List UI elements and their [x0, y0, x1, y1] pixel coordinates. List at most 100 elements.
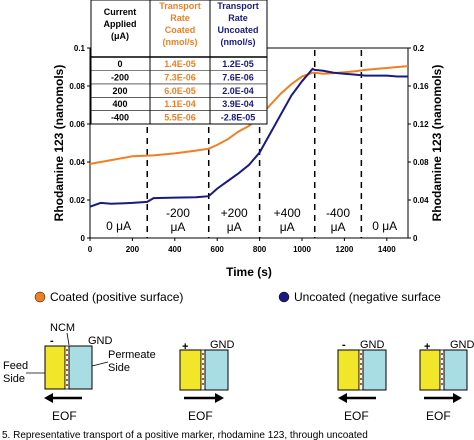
- y2-tick-label: 0.08: [413, 158, 429, 167]
- table-header-cell: Coated: [165, 25, 196, 35]
- membrane-charge-dot: [440, 362, 444, 366]
- y-tick-label: 0.06: [69, 120, 85, 129]
- eof-label: EOF: [344, 409, 369, 423]
- segment-current-label: -200: [166, 206, 190, 220]
- table-cell: 1.2E-05: [222, 59, 254, 69]
- membrane-charge-dot: [65, 353, 69, 357]
- table-header-cell: Transport: [159, 1, 201, 11]
- x-tick-label: 1200: [336, 245, 354, 254]
- y-tick-label: 0: [81, 234, 86, 243]
- table-cell: 1.4E-05: [164, 59, 196, 69]
- table-cell: 3.9E-04: [222, 99, 254, 109]
- y2-axis-ticks: 0 0.04 0.08 0.12 0.16 0.2: [408, 44, 429, 243]
- table-header-cell: (nmol/s): [221, 37, 256, 47]
- table-cell: 400: [112, 99, 127, 109]
- membrane-charge-dot: [65, 373, 69, 377]
- y2-axis-label: Rhodamine 123 (nanomols): [430, 65, 444, 222]
- x-tick-label: 1400: [378, 245, 396, 254]
- membrane-charge-dot: [65, 378, 69, 382]
- table-cell: 0: [117, 59, 122, 69]
- eof-diagrams: NCM - GND Feed Side Permeate Side EOF +: [3, 322, 474, 423]
- segment-current-label: +200: [221, 206, 248, 220]
- x-axis-ticks: 0 200 400 600 800 1000 1200 1400: [88, 238, 396, 254]
- x-tick-label: 600: [211, 245, 225, 254]
- segment-current-label: μA: [331, 220, 346, 234]
- membrane-charge-dot: [359, 362, 363, 366]
- legend-marker-coated: [34, 291, 46, 303]
- eof-label: EOF: [52, 409, 77, 423]
- membrane-charge-dot: [359, 367, 363, 371]
- permeate-pointer: [91, 361, 109, 367]
- y2-tick-label: 0.12: [413, 120, 429, 129]
- gnd-label: GND: [210, 339, 235, 351]
- x-tick-label: 400: [168, 245, 182, 254]
- diagram-panel-4: + GND EOF: [419, 339, 474, 423]
- table-cell: -400: [111, 113, 129, 123]
- y-tick-label: 0.1: [74, 44, 86, 53]
- membrane-charge-dot: [65, 368, 69, 372]
- membrane-charge-dot: [359, 352, 363, 356]
- electrode-sign: +: [182, 341, 188, 353]
- table-border: [90, 0, 268, 125]
- membrane-charge-dot: [201, 357, 205, 361]
- table-header-cell: Transport: [217, 1, 259, 11]
- permeate-chamber: [362, 349, 387, 391]
- table-header-cell: Rate: [228, 13, 248, 23]
- table-header-cell: Uncoated: [217, 25, 258, 35]
- table-cell: 2.0E-04: [222, 86, 254, 96]
- series-group: [89, 65, 409, 208]
- feed-chamber: [44, 345, 66, 390]
- table-header-cell: Rate: [170, 13, 190, 23]
- electrode-sign: +: [424, 341, 430, 353]
- table-header-cell: (μA): [111, 31, 129, 41]
- y-axis-ticks: 0 0.02 0.04 0.06 0.08 0.1: [69, 44, 90, 243]
- gnd-label: GND: [88, 335, 113, 347]
- membrane-charge-dot: [440, 367, 444, 371]
- series-line-coated: [89, 65, 409, 165]
- series-line-uncoated: [89, 67, 408, 208]
- table-header-cell: Current: [104, 7, 137, 17]
- membrane-charge-dot: [201, 352, 205, 356]
- x-tick-label: 200: [126, 245, 140, 254]
- membrane-ncm: [64, 345, 70, 390]
- membrane-charge-dot: [359, 377, 363, 381]
- x-axis-label: Time (s): [226, 265, 272, 279]
- segment-current-label: μA: [171, 220, 186, 234]
- diagram-panel-1: NCM - GND Feed Side Permeate Side EOF: [3, 322, 156, 423]
- ncm-pointer: [66, 332, 70, 346]
- ncm-label: NCM: [50, 322, 75, 334]
- feed-chamber: [179, 349, 202, 391]
- y-tick-label: 0.08: [69, 82, 85, 91]
- y-axis-label: Rhodamine 123 (nanomols): [52, 65, 66, 222]
- eof-label: EOF: [188, 409, 213, 423]
- y-tick-label: 0.04: [69, 158, 85, 167]
- permeate-chamber: [443, 349, 468, 391]
- legend-label-uncoated: Uncoated (negative surface: [294, 290, 441, 304]
- table-cell: 7.6E-06: [222, 72, 254, 82]
- membrane-charge-dot: [440, 382, 444, 386]
- membrane-charges: [65, 348, 69, 387]
- membrane-charge-dot: [201, 377, 205, 381]
- membrane-charge-dot: [440, 377, 444, 381]
- eof-label: EOF: [426, 409, 451, 423]
- membrane-charges: [201, 352, 205, 386]
- table-header-cell: Applied: [104, 19, 137, 29]
- permeate-chamber: [68, 345, 93, 390]
- membrane-charge-dot: [359, 372, 363, 376]
- table-cell: 200: [112, 86, 127, 96]
- permeate-side-label-2: Side: [108, 362, 130, 374]
- table-cell: 1.1E-04: [164, 99, 196, 109]
- membrane-charge-dot: [201, 367, 205, 371]
- table-cell: 6.0E-05: [164, 86, 196, 96]
- membrane-charge-dot: [201, 362, 205, 366]
- membrane-charge-dot: [440, 357, 444, 361]
- membrane-charge-dot: [440, 352, 444, 356]
- y-tick-label: 0.02: [69, 196, 85, 205]
- table-cell: 7.3E-06: [164, 72, 196, 82]
- x-tick-label: 800: [253, 245, 267, 254]
- legend: Coated (positive surface) Uncoated (nega…: [34, 290, 441, 304]
- y2-tick-label: 0.16: [413, 82, 429, 91]
- figure-caption: 5. Representative transport of a positiv…: [2, 430, 368, 440]
- membrane-charge-dot: [201, 372, 205, 376]
- segment-current-label: 0 μA: [106, 219, 131, 233]
